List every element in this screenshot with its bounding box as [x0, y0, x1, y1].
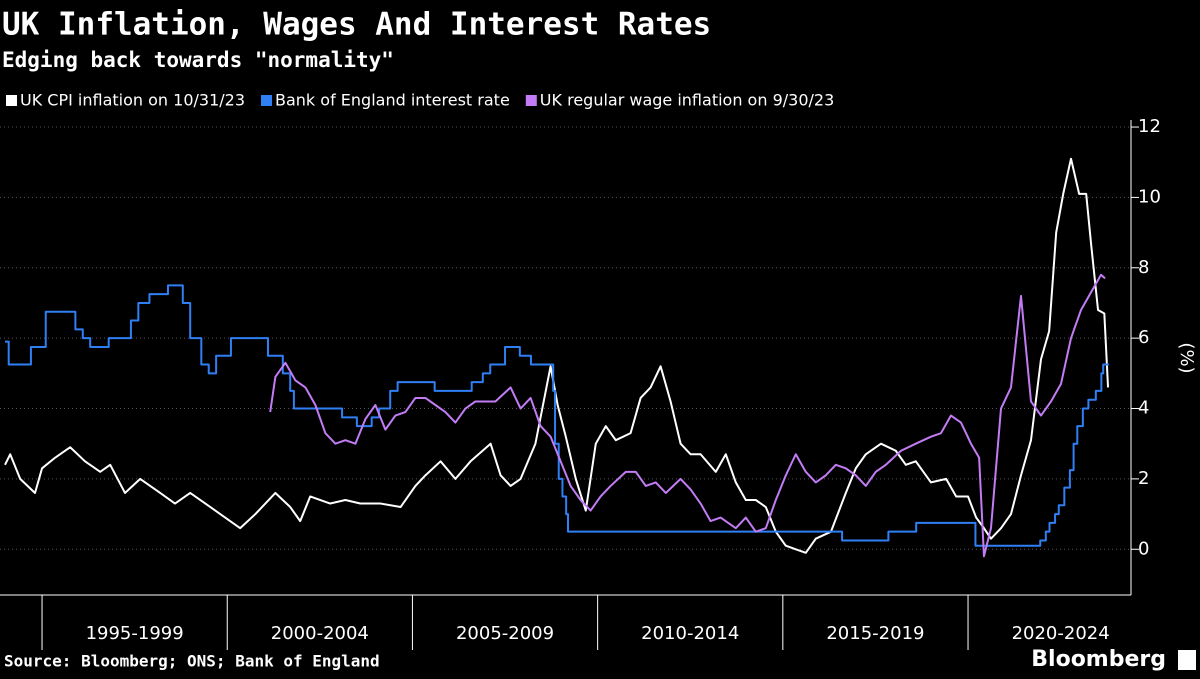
- legend-swatch: [525, 95, 537, 106]
- x-tick-label: 2005-2009: [456, 623, 554, 644]
- y-tick-label: 0: [1138, 538, 1149, 559]
- legend-label: Bank of England interest rate: [275, 91, 510, 110]
- legend-label: UK regular wage inflation on 9/30/23: [540, 91, 834, 110]
- x-tick-label: 2000-2004: [271, 623, 369, 644]
- series-line: [5, 284, 1109, 547]
- legend-swatch: [261, 95, 272, 106]
- y-tick-label: 2: [1138, 468, 1149, 489]
- y-axis-label: (%): [1176, 342, 1197, 373]
- series-line: [269, 273, 1106, 558]
- x-tick-label: 2010-2014: [641, 623, 739, 644]
- x-tick-label: 2015-2019: [826, 623, 924, 644]
- legend-label: UK CPI inflation on 10/31/23: [20, 91, 245, 110]
- y-tick-label: 6: [1138, 327, 1149, 348]
- chart-title: UK Inflation, Wages And Interest Rates: [2, 7, 711, 43]
- x-tick-label: 2020-2024: [1012, 623, 1110, 644]
- chart-subtitle: Edging back towards "normality": [2, 48, 394, 72]
- y-tick-label: 4: [1138, 398, 1149, 419]
- brand-logo: Bloomberg: [1031, 647, 1166, 672]
- legend-item: UK regular wage inflation on 9/30/23: [525, 91, 834, 110]
- y-tick-label: 12: [1138, 116, 1161, 137]
- legend-item: UK CPI inflation on 10/31/23: [6, 91, 245, 110]
- y-tick-label: 10: [1138, 186, 1161, 207]
- legend-swatch: [6, 95, 17, 106]
- x-tick-label: 1995-1999: [86, 623, 184, 644]
- brand-icon: [1178, 650, 1196, 670]
- series-line: [4, 157, 1110, 554]
- y-tick-label: 8: [1138, 257, 1149, 278]
- legend-item: Bank of England interest rate: [261, 91, 510, 110]
- source-note: Source: Bloomberg; ONS; Bank of England: [4, 652, 380, 671]
